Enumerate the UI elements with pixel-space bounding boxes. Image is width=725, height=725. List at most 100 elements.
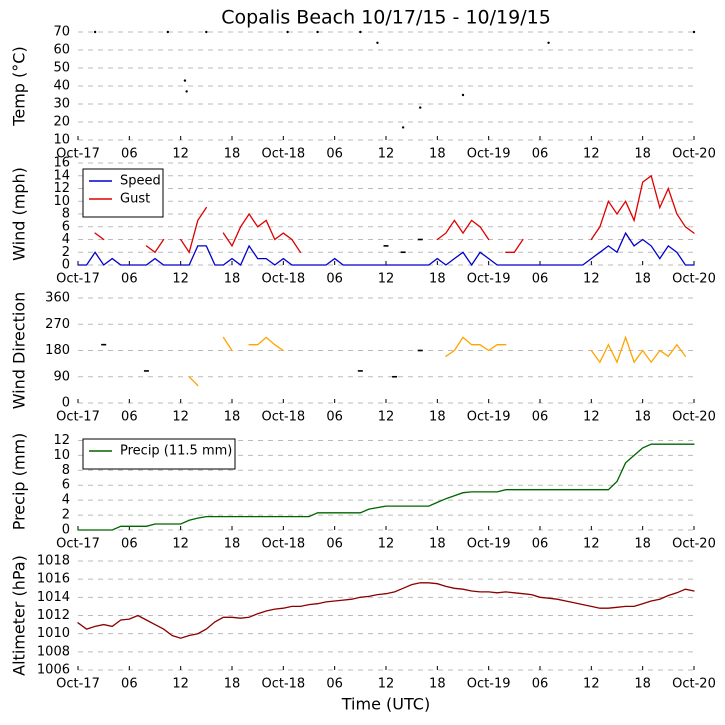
x-tick-label: 12 [378,147,395,162]
x-tick-label: 06 [121,677,138,692]
y-tick-label: 1012 [37,608,70,623]
x-tick-label: 12 [378,272,395,287]
x-tick-label: Oct-18 [261,410,305,425]
x-axis-label: Time (UTC) [341,695,430,714]
point [401,126,405,129]
y-tick-label: 30 [53,97,70,112]
x-tick-label: Oct-19 [467,272,511,287]
legend-label: Speed [120,174,161,189]
x-tick-label: 18 [429,272,446,287]
x-tick-label: 06 [326,677,343,692]
x-tick-label: 18 [634,272,651,287]
x-tick-label: Oct-17 [56,147,100,162]
x-tick-label: Oct-20 [672,272,716,287]
series-line [77,443,695,531]
x-tick-label: Oct-18 [261,677,305,692]
y-tick-label: 8 [62,463,70,478]
x-tick-label: Oct-17 [56,410,100,425]
x-tick-label: Oct-17 [56,537,100,552]
x-tick-label: Oct-18 [261,537,305,552]
point [419,106,422,109]
x-tick-label: 18 [429,677,446,692]
point [376,41,379,44]
point [417,349,423,352]
y-tick-label: 90 [53,369,70,384]
y-tick-label: 10 [53,448,70,463]
x-tick-label: 18 [224,410,241,425]
x-tick-label: Oct-19 [467,147,511,162]
x-tick-label: Oct-20 [672,537,716,552]
x-tick-label: 18 [429,147,446,162]
point [692,30,696,34]
point [357,370,363,372]
x-tick-label: Oct-19 [467,677,511,692]
x-tick-label: 12 [583,537,600,552]
x-tick-label: Oct-17 [56,272,100,287]
y-tick-label: 2 [62,508,70,523]
series-line [188,335,687,387]
point [101,343,107,346]
x-tick-label: 12 [172,410,189,425]
x-tick-label: 18 [224,272,241,287]
x-tick-label: 12 [583,272,600,287]
x-tick-label: 06 [326,147,343,162]
y-tick-label: 2 [62,245,70,260]
legend: Precip (11.5 mm) [82,438,236,470]
y-tick-label: 6 [62,478,70,493]
x-tick-label: 18 [224,677,241,692]
x-tick-label: 18 [634,677,651,692]
y-axis-label: Precip (mm) [10,433,29,531]
point [316,30,319,34]
y-tick-label: 1010 [37,626,70,641]
x-tick-label: 12 [583,677,600,692]
y-tick-label: 50 [53,61,70,76]
legend-label: Gust [120,192,150,207]
y-tick-label: 1016 [37,572,70,587]
y-tick-label: 40 [53,79,70,94]
y-axis-label: Wind (mph) [10,167,29,261]
y-tick-label: 1006 [37,663,70,678]
x-tick-label: 18 [429,537,446,552]
point [547,41,550,44]
x-tick-label: Oct-19 [467,410,511,425]
point [183,79,187,82]
x-tick-label: 18 [634,410,651,425]
series-line [77,582,695,639]
y-tick-label: 60 [53,43,70,58]
x-tick-label: 06 [121,272,138,287]
point [286,30,289,34]
point [205,30,208,34]
y-axis-label: Wind Direction [10,292,29,410]
point [417,238,423,241]
point [383,245,389,247]
y-tick-label: 1008 [37,644,70,659]
x-tick-label: 06 [121,147,138,162]
y-axis-label: Temp (°C) [10,46,29,126]
x-tick-label: 06 [532,272,549,287]
y-tick-label: 12 [53,433,70,448]
point [143,370,149,372]
x-tick-label: 06 [326,410,343,425]
y-tick-label: 12 [53,181,70,196]
x-tick-label: 06 [532,677,549,692]
y-tick-label: 0 [62,258,70,273]
x-tick-label: 06 [121,410,138,425]
y-tick-label: 70 [53,25,70,40]
y-tick-label: 10 [53,133,70,148]
x-tick-label: 12 [172,147,189,162]
y-tick-label: 1014 [37,590,70,605]
point [185,90,188,93]
y-tick-label: 4 [62,232,70,247]
x-tick-label: 18 [224,147,241,162]
x-tick-label: Oct-18 [261,147,305,162]
y-tick-label: 20 [53,115,70,130]
point [359,30,362,34]
x-tick-label: Oct-20 [672,677,716,692]
y-tick-label: 6 [62,219,70,234]
x-tick-label: 06 [326,537,343,552]
point [461,93,465,97]
y-tick-label: 360 [45,291,70,306]
x-tick-label: Oct-19 [467,537,511,552]
y-tick-label: 14 [53,168,70,183]
